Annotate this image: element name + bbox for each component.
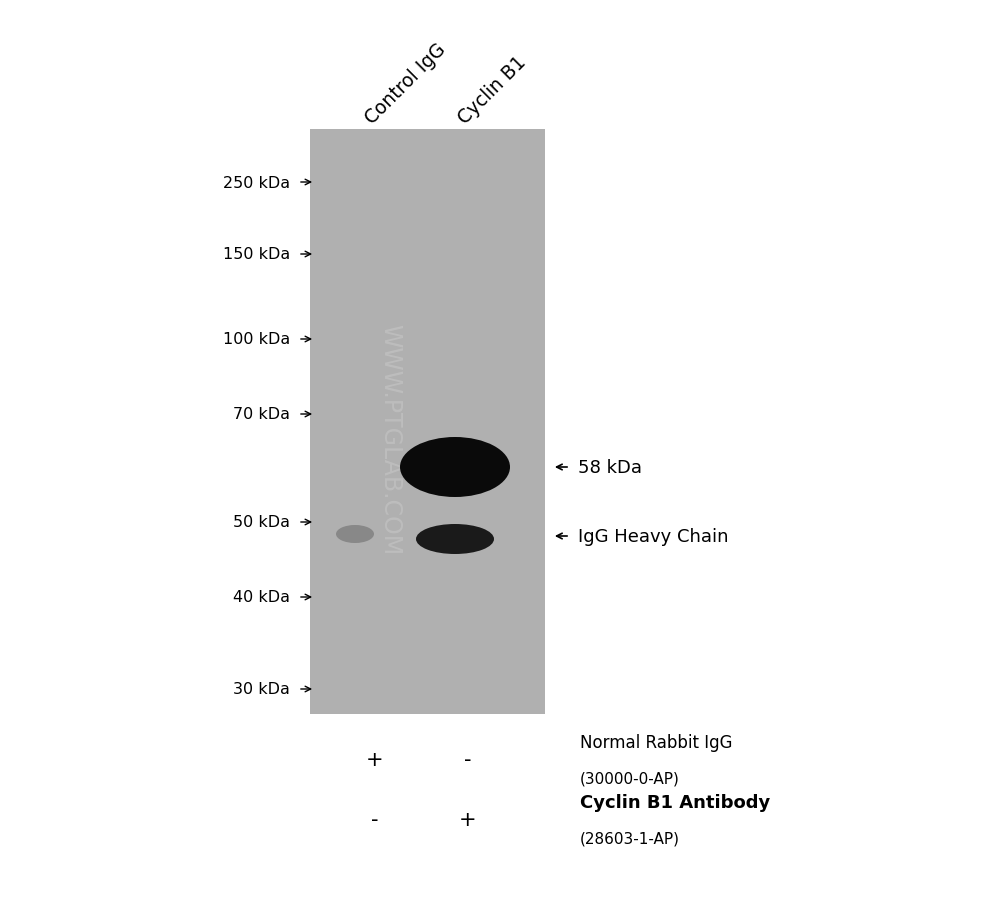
- Text: (30000-0-AP): (30000-0-AP): [580, 771, 680, 787]
- Text: Cyclin B1 Antibody: Cyclin B1 Antibody: [580, 793, 770, 811]
- Text: -: -: [371, 809, 379, 829]
- Bar: [310, 130, 545, 714]
- Text: 30 kDa: 30 kDa: [233, 682, 290, 696]
- Text: 150 kDa: 150 kDa: [223, 247, 290, 262]
- Text: -: -: [464, 750, 472, 769]
- Text: IgG Heavy Chain: IgG Heavy Chain: [578, 528, 728, 546]
- Text: 58 kDa: 58 kDa: [578, 458, 642, 476]
- Text: 50 kDa: 50 kDa: [233, 515, 290, 529]
- Text: 70 kDa: 70 kDa: [233, 407, 290, 422]
- Text: WWW.PTGLAB.COM: WWW.PTGLAB.COM: [378, 324, 402, 555]
- Ellipse shape: [400, 437, 510, 497]
- Text: (28603-1-AP): (28603-1-AP): [580, 831, 680, 846]
- Text: 250 kDa: 250 kDa: [223, 175, 290, 190]
- Text: 40 kDa: 40 kDa: [233, 590, 290, 605]
- Text: 100 kDa: 100 kDa: [223, 332, 290, 347]
- Text: +: +: [366, 750, 384, 769]
- Ellipse shape: [336, 526, 374, 543]
- Text: Normal Rabbit IgG: Normal Rabbit IgG: [580, 733, 732, 751]
- Text: Control IgG: Control IgG: [362, 40, 450, 128]
- Text: +: +: [459, 809, 477, 829]
- Text: Cyclin B1: Cyclin B1: [455, 52, 530, 128]
- Ellipse shape: [416, 524, 494, 555]
